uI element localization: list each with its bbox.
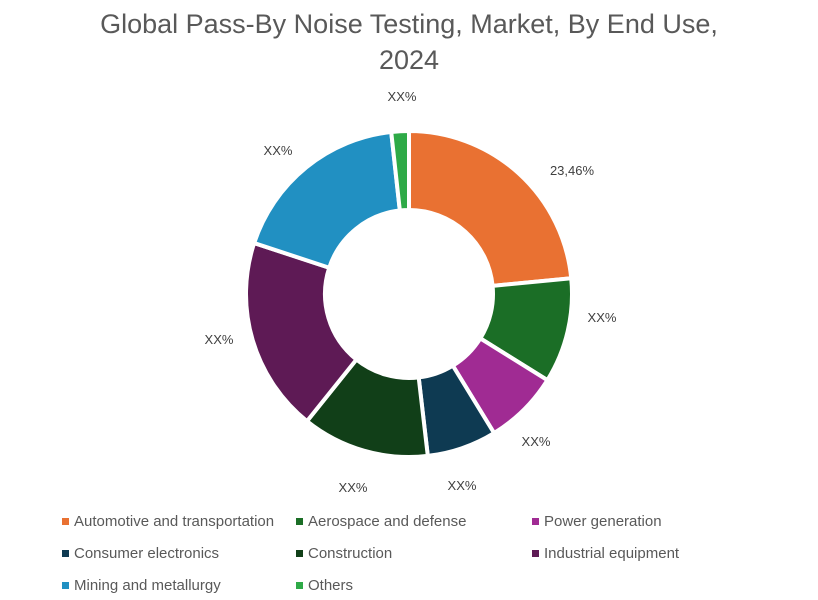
data-label-mining-and-metallurgy: XX% [264, 143, 293, 158]
slice-automotive-and-transportation [407, 128, 574, 289]
legend-swatch [62, 581, 69, 589]
legend-swatch [532, 517, 539, 525]
donut-slices [244, 128, 574, 459]
chart-title-line-1: Global Pass-By Noise Testing, Market, By… [100, 9, 718, 39]
slice-others [389, 128, 411, 213]
legend-label: Others [308, 576, 354, 594]
legend-label: Industrial equipment [544, 544, 680, 562]
legend-swatch [296, 517, 303, 525]
legend-label: Power generation [544, 512, 662, 530]
data-label-others: XX% [388, 89, 417, 104]
legend-label: Construction [308, 544, 393, 562]
data-label-construction: XX% [339, 480, 368, 495]
slice-industrial-equipment [244, 240, 360, 424]
legend-label: Mining and metallurgy [74, 576, 221, 594]
legend-swatch [296, 549, 303, 557]
legend-label: Aerospace and defense [308, 512, 467, 530]
legend-item-consumer: Consumer electronics [62, 544, 219, 562]
legend-swatch [532, 549, 539, 557]
legend-item-aerospace: Aerospace and defense [296, 512, 466, 530]
chart-title-line-2: 2024 [378, 45, 440, 75]
donut-chart: 23,46% XX% XX% XX% XX% XX% XX% XX% [205, 89, 617, 495]
data-label-power-generation: XX% [522, 434, 551, 449]
legend-label: Consumer electronics [74, 544, 220, 562]
data-label-industrial-equipment: XX% [205, 332, 234, 347]
chart-title: Global Pass-By Noise Testing, Market, By… [0, 6, 818, 78]
data-label-aerospace-and-defense: XX% [588, 310, 617, 325]
legend-item-others: Others [296, 576, 353, 594]
legend-item-automotive: Automotive and transportation [62, 512, 274, 530]
legend-item-power: Power generation [532, 512, 662, 530]
legend-swatch [62, 549, 69, 557]
legend-swatch [62, 517, 69, 525]
legend-item-mining: Mining and metallurgy [62, 576, 221, 594]
legend-item-industrial: Industrial equipment [532, 544, 679, 562]
data-label-consumer-electronics: XX% [448, 478, 477, 493]
data-label-automotive-and-transportation: 23,46% [550, 163, 595, 178]
legend-label: Automotive and transportation [74, 512, 275, 530]
legend-swatch [296, 581, 303, 589]
slice-mining-and-metallurgy [251, 129, 403, 271]
legend-item-construction: Construction [296, 544, 392, 562]
data-labels: 23,46% XX% XX% XX% XX% XX% XX% XX% [205, 89, 617, 495]
